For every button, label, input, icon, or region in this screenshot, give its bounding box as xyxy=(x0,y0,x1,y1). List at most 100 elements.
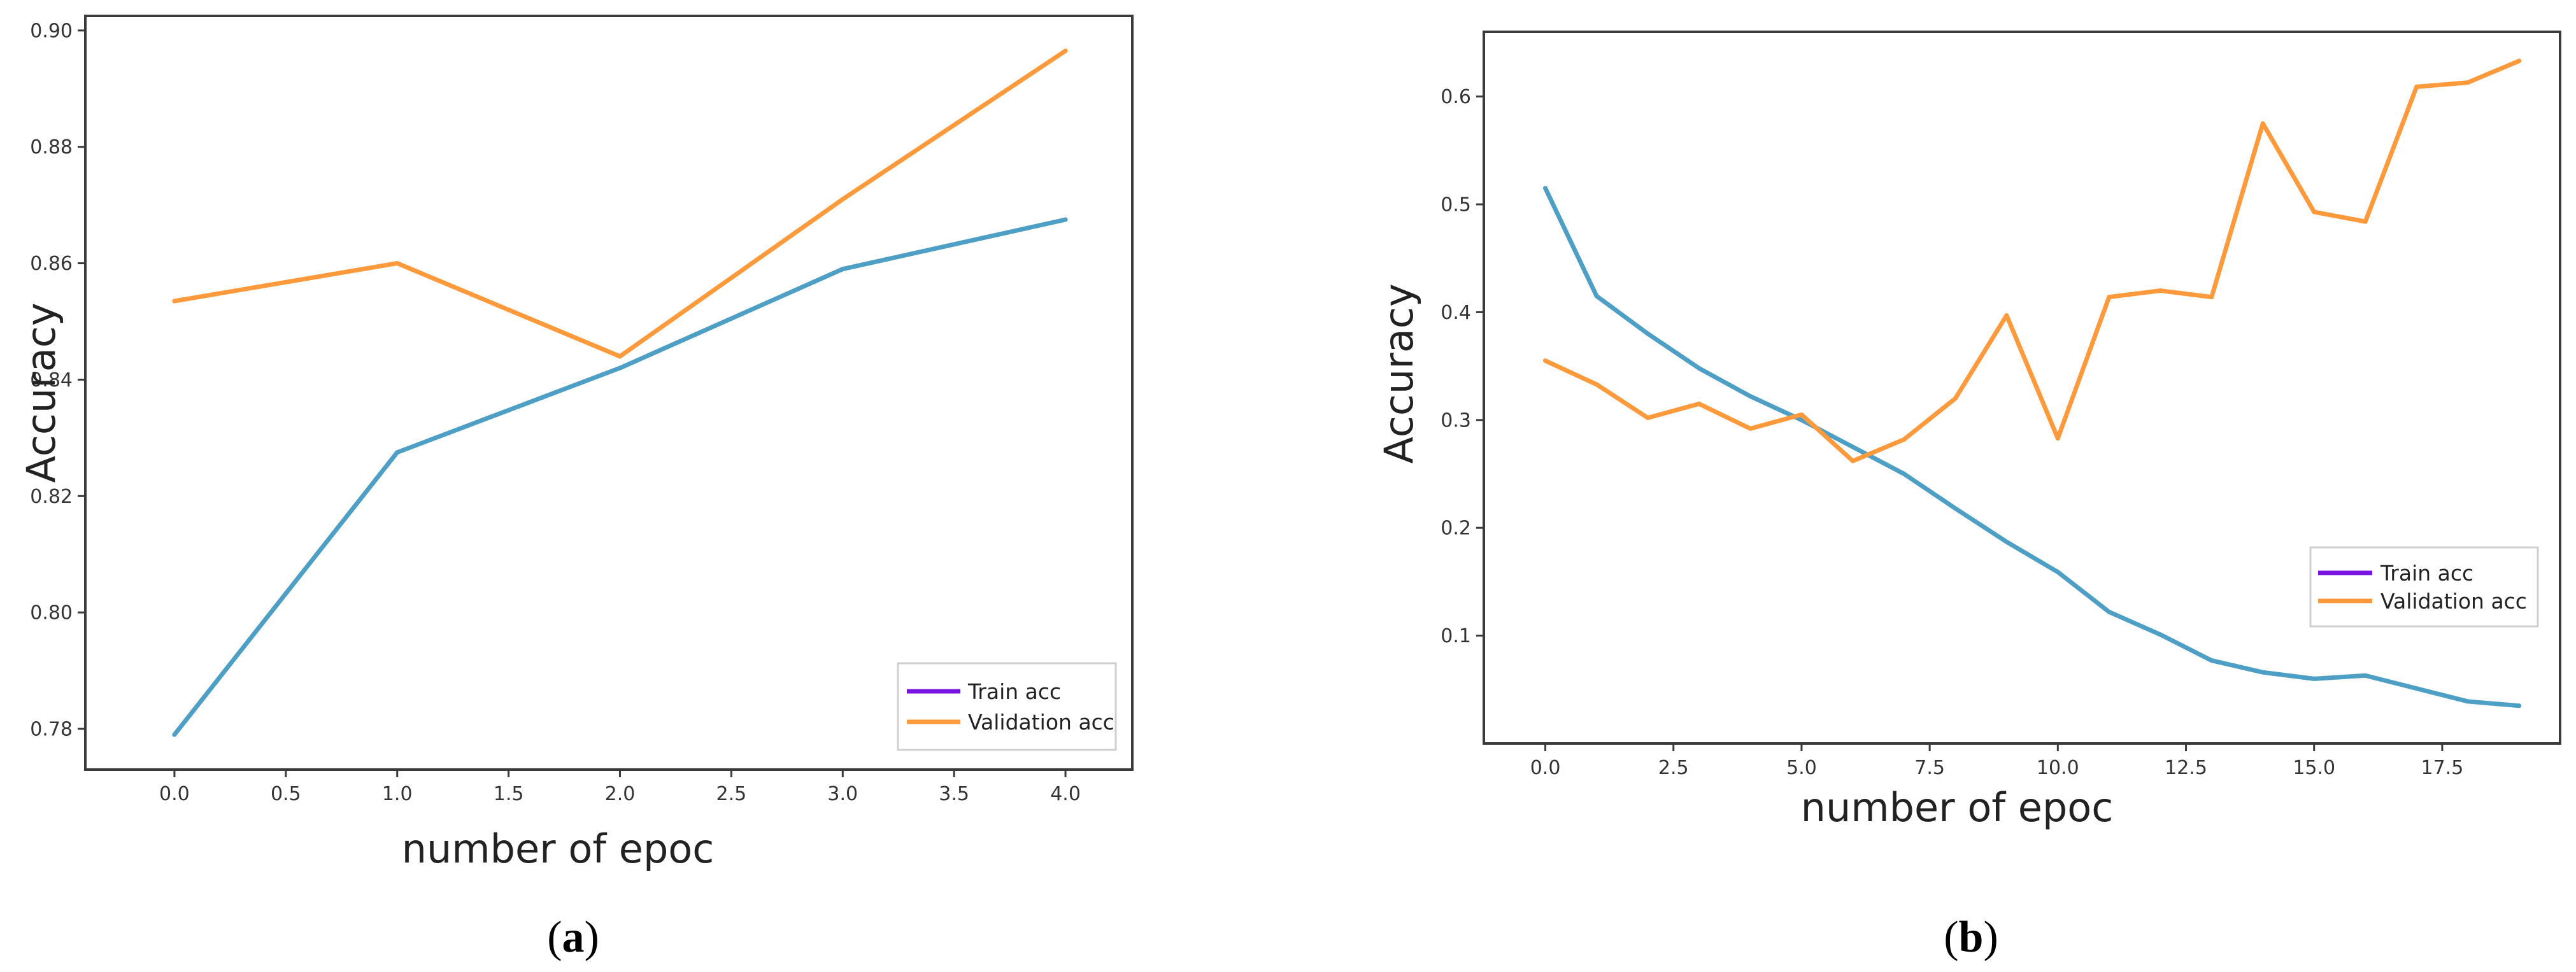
data-point-validation-acc xyxy=(2363,219,2368,224)
data-point-train-acc xyxy=(617,365,622,370)
data-point-validation-acc xyxy=(1594,382,1599,387)
data-point-train-acc xyxy=(1850,444,1855,449)
data-point-validation-acc xyxy=(840,197,845,202)
y-tick-label: 0.2 xyxy=(1441,518,1471,540)
x-tick-label: 2.5 xyxy=(716,783,747,805)
data-point-validation-acc xyxy=(2260,121,2265,126)
y-axis-a: 0.78 0.80 0.82 0.84 0.86 0.88 0.90 xyxy=(30,20,85,741)
data-point-train-acc xyxy=(2004,539,2009,544)
data-point-train-acc xyxy=(2465,699,2470,704)
legend-box-a xyxy=(897,662,1117,751)
x-axis-title-a: number of epoc xyxy=(402,826,715,872)
data-point-validation-acc xyxy=(1953,396,1958,401)
data-point-train-acc xyxy=(1543,186,1548,191)
x-tick-label: 3.0 xyxy=(827,783,858,805)
data-point-validation-acc xyxy=(2414,84,2419,89)
data-point-train-acc xyxy=(1747,394,1753,399)
legend-b: Train acc Validation acc xyxy=(2309,546,2539,628)
y-axis-title-b: Accuracy xyxy=(1376,283,1422,463)
series-line-validation-acc xyxy=(1543,59,2522,463)
data-point-validation-acc xyxy=(1747,426,1753,431)
data-point-train-acc xyxy=(1063,217,1068,222)
series-line-train-acc xyxy=(1543,186,2522,708)
x-tick-label: 2.5 xyxy=(1658,757,1689,779)
x-tick-label: 1.5 xyxy=(494,783,524,805)
x-tick-label: 17.5 xyxy=(2421,757,2464,779)
x-tick-label: 3.5 xyxy=(939,783,969,805)
data-point-train-acc xyxy=(1697,366,1702,371)
legend-label-train-acc-a: Train acc xyxy=(967,679,1061,704)
legend-a: Train acc Validation acc xyxy=(897,662,1117,751)
chart-panel-a: 0.78 0.80 0.82 0.84 0.86 0.88 0.90 0.0 0.5 1.0 1.… xyxy=(18,15,1134,962)
y-tick-label: 0.6 xyxy=(1441,86,1471,108)
data-point-train-acc xyxy=(2363,673,2368,678)
data-point-validation-acc xyxy=(2158,288,2163,293)
data-point-validation-acc xyxy=(2107,295,2112,300)
data-point-validation-acc xyxy=(1799,412,1804,417)
data-point-validation-acc xyxy=(2055,436,2060,441)
data-point-train-acc xyxy=(2517,703,2522,708)
y-tick-label: 0.5 xyxy=(1441,194,1471,216)
x-tick-label: 7.5 xyxy=(1914,757,1945,779)
y-tick-label: 0.1 xyxy=(1441,625,1471,647)
x-tick-label: 15.0 xyxy=(2293,757,2335,779)
x-tick-label: 10.0 xyxy=(2037,757,2079,779)
legend-label-validation-acc-a: Validation acc xyxy=(968,710,1114,735)
x-tick-label: 4.0 xyxy=(1050,783,1081,805)
data-point-train-acc xyxy=(2107,609,2112,614)
legend-label-train-acc-b: Train acc xyxy=(2380,561,2473,586)
data-point-validation-acc xyxy=(1902,437,1907,442)
y-tick-label: 0.78 xyxy=(30,719,73,741)
x-tick-label: 1.0 xyxy=(382,783,413,805)
y-tick-label: 0.88 xyxy=(30,136,73,158)
series-lines-b xyxy=(1543,59,2522,708)
y-tick-label: 0.80 xyxy=(30,602,73,624)
data-point-validation-acc xyxy=(1063,48,1068,53)
x-axis-b: 0.0 2.5 5.0 7.5 10.0 12.5 15.0 17.5 xyxy=(1530,743,2464,779)
data-point-validation-acc xyxy=(1697,401,1702,406)
y-tick-label: 0.90 xyxy=(30,20,73,42)
data-point-train-acc xyxy=(1646,331,1651,336)
data-point-train-acc xyxy=(395,450,400,455)
data-point-train-acc xyxy=(172,732,177,737)
y-axis-title-a: Accuracy xyxy=(18,302,64,482)
data-point-train-acc xyxy=(1902,472,1907,477)
x-tick-label: 0.0 xyxy=(159,783,190,805)
y-axis-b: 0.1 0.2 0.3 0.4 0.5 0.6 xyxy=(1441,86,1484,647)
x-tick-label: 0.0 xyxy=(1530,757,1561,779)
plot-area-a xyxy=(84,15,1134,771)
data-point-train-acc xyxy=(1953,506,1958,511)
data-point-train-acc xyxy=(2312,676,2317,681)
legend-label-validation-acc-b: Validation acc xyxy=(2380,589,2527,614)
data-point-train-acc xyxy=(2209,658,2214,663)
data-point-train-acc xyxy=(1799,418,1804,423)
data-point-train-acc xyxy=(2414,686,2419,691)
x-tick-label: 0.5 xyxy=(271,783,301,805)
y-tick-label: 0.82 xyxy=(30,486,73,508)
data-point-validation-acc xyxy=(1646,415,1651,420)
data-point-train-acc xyxy=(1594,293,1599,299)
x-tick-label: 12.5 xyxy=(2165,757,2207,779)
x-tick-label: 5.0 xyxy=(1786,757,1817,779)
y-tick-label: 0.84 xyxy=(30,369,73,391)
data-point-validation-acc xyxy=(2209,295,2214,300)
data-point-validation-acc xyxy=(1850,458,1855,463)
data-point-validation-acc xyxy=(172,299,177,304)
data-point-validation-acc xyxy=(2004,313,2009,318)
x-tick-label: 2.0 xyxy=(605,783,636,805)
data-point-validation-acc xyxy=(2312,209,2317,215)
data-point-validation-acc xyxy=(1543,358,1548,363)
panel-label-b: (b) xyxy=(1944,913,1998,962)
data-point-validation-acc xyxy=(2465,80,2470,85)
y-tick-label: 0.86 xyxy=(30,253,73,275)
y-tick-label: 0.4 xyxy=(1441,302,1471,324)
series-lines-a xyxy=(172,48,1068,737)
x-axis-a: 0.0 0.5 1.0 1.5 2.0 2.5 3.0 3.5 4.0 xyxy=(159,770,1081,805)
data-point-validation-acc xyxy=(395,261,400,266)
data-point-train-acc xyxy=(840,267,845,272)
data-point-train-acc xyxy=(2260,670,2265,675)
data-point-train-acc xyxy=(2158,632,2163,637)
chart-panel-b: 0.1 0.2 0.3 0.4 0.5 0.6 0.0 2.5 5.0 7.5 10.0 12.5 1… xyxy=(1376,31,2561,962)
x-axis-title-b: number of epoc xyxy=(1801,784,2114,831)
